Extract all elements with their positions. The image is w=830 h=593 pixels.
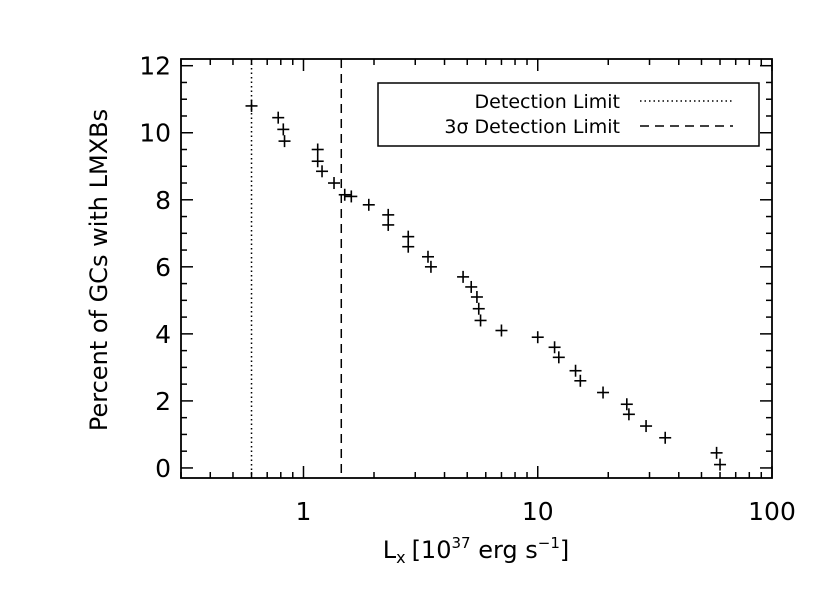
y-axis-title: Percent of GCs with LMXBs xyxy=(85,109,113,431)
x-axis-subscript: x xyxy=(396,548,405,567)
y-tick-label: 2 xyxy=(155,387,171,416)
x-tick-label: 100 xyxy=(748,497,796,526)
plot-frame xyxy=(180,58,773,479)
data-point xyxy=(472,302,485,315)
legend-box xyxy=(377,82,760,147)
data-point xyxy=(277,123,290,136)
data-point xyxy=(457,270,470,283)
data-point xyxy=(620,398,633,411)
data-point xyxy=(495,324,508,337)
data-point xyxy=(421,250,434,263)
data-point xyxy=(311,143,324,156)
x-axis-units-exponent: −1 xyxy=(538,534,560,552)
data-point xyxy=(316,165,329,178)
legend-label-3sigma-detection-limit: 3σ Detection Limit xyxy=(444,116,620,138)
x-axis-bracket-open: [10 xyxy=(412,536,452,564)
data-point xyxy=(245,99,258,112)
y-tick-label: 8 xyxy=(155,186,171,215)
data-points xyxy=(245,99,727,471)
data-point xyxy=(474,314,487,327)
data-point xyxy=(640,420,653,433)
data-point xyxy=(345,190,358,203)
data-point xyxy=(424,260,437,273)
data-point xyxy=(470,290,483,303)
data-point xyxy=(659,431,672,444)
axes xyxy=(180,58,773,479)
tick-labels: 1 10 100 0 2 4 6 8 10 12 xyxy=(139,52,796,526)
legend-label-detection-limit: Detection Limit xyxy=(475,91,620,113)
x-axis-symbol: L xyxy=(383,536,397,564)
reference-lines xyxy=(250,59,343,478)
data-point xyxy=(278,135,291,148)
x-axis-title: Lx [1037 erg s−1] xyxy=(383,534,570,567)
data-point xyxy=(328,177,341,190)
data-point xyxy=(622,408,635,421)
y-tick-label: 0 xyxy=(155,454,171,483)
data-point xyxy=(362,198,375,211)
data-point xyxy=(402,230,415,243)
data-point xyxy=(531,331,544,344)
data-point xyxy=(597,386,610,399)
x-tick-label: 10 xyxy=(522,497,554,526)
x-axis-units: erg s xyxy=(471,536,538,564)
legend: Detection Limit 3σ Detection Limit xyxy=(377,82,760,147)
y-tick-label: 10 xyxy=(139,119,171,148)
data-point xyxy=(552,351,565,364)
data-point xyxy=(272,111,285,124)
x-axis-bracket-close: ] xyxy=(560,536,569,564)
y-tick-label: 12 xyxy=(139,52,171,81)
data-point xyxy=(402,240,415,253)
data-point xyxy=(338,188,351,201)
data-point xyxy=(714,458,727,471)
data-point xyxy=(574,374,587,387)
data-point xyxy=(569,364,582,377)
data-point xyxy=(548,341,561,354)
x-axis-exponent: 37 xyxy=(451,534,470,552)
data-point xyxy=(382,218,395,231)
x-tick-label: 1 xyxy=(296,497,312,526)
y-tick-label: 6 xyxy=(155,253,171,282)
y-tick-label: 4 xyxy=(155,320,171,349)
data-point xyxy=(382,208,395,221)
data-point xyxy=(311,155,324,168)
data-point xyxy=(710,446,723,459)
data-point xyxy=(465,280,478,293)
